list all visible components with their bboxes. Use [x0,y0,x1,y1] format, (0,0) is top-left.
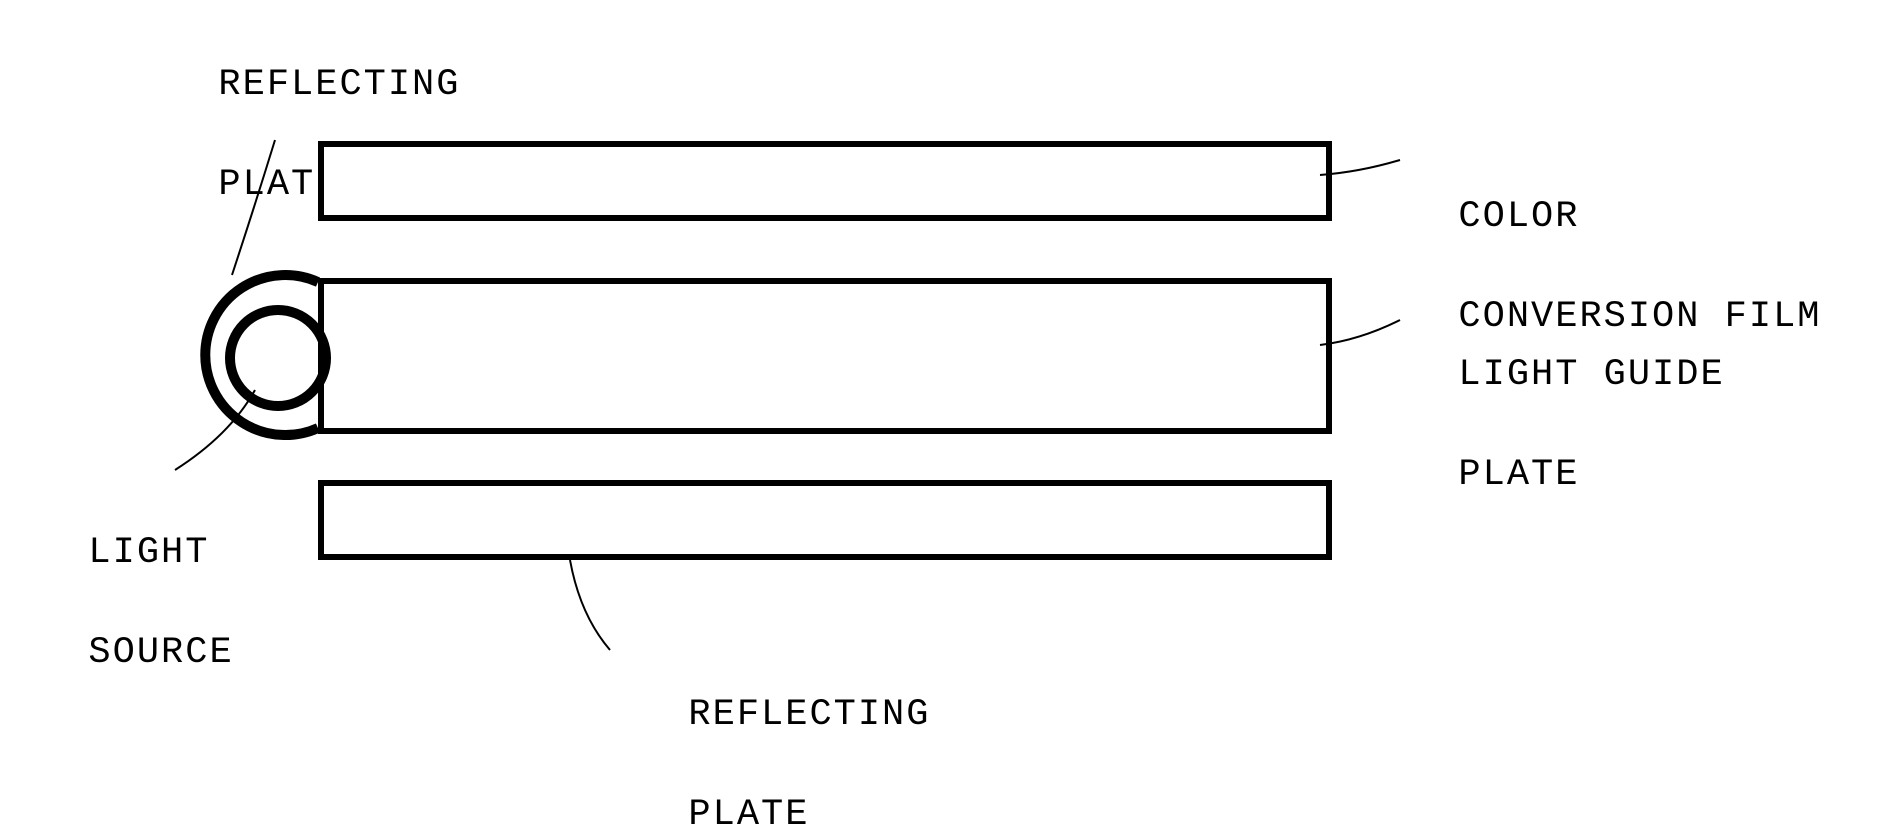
label-line: LIGHT GUIDE [1458,354,1724,396]
light-guide-plate-rect [318,278,1332,434]
color-conversion-film-rect [318,141,1332,221]
label-line: COLOR [1458,196,1579,238]
label-line: LIGHT [88,532,209,574]
label-light-guide-plate: LIGHT GUIDE PLATE [1410,300,1725,500]
label-line: PLATE [688,794,809,836]
label-line: SOURCE [88,632,233,674]
reflecting-plate-bottom-rect [318,480,1332,560]
label-line: PLATE [1458,454,1579,496]
label-line: REFLECTING [688,694,930,736]
label-line: REFLECTING [218,64,460,106]
label-reflecting-plate-bottom: REFLECTING PLATE [640,640,930,840]
label-light-source: LIGHT SOURCE [40,478,234,678]
